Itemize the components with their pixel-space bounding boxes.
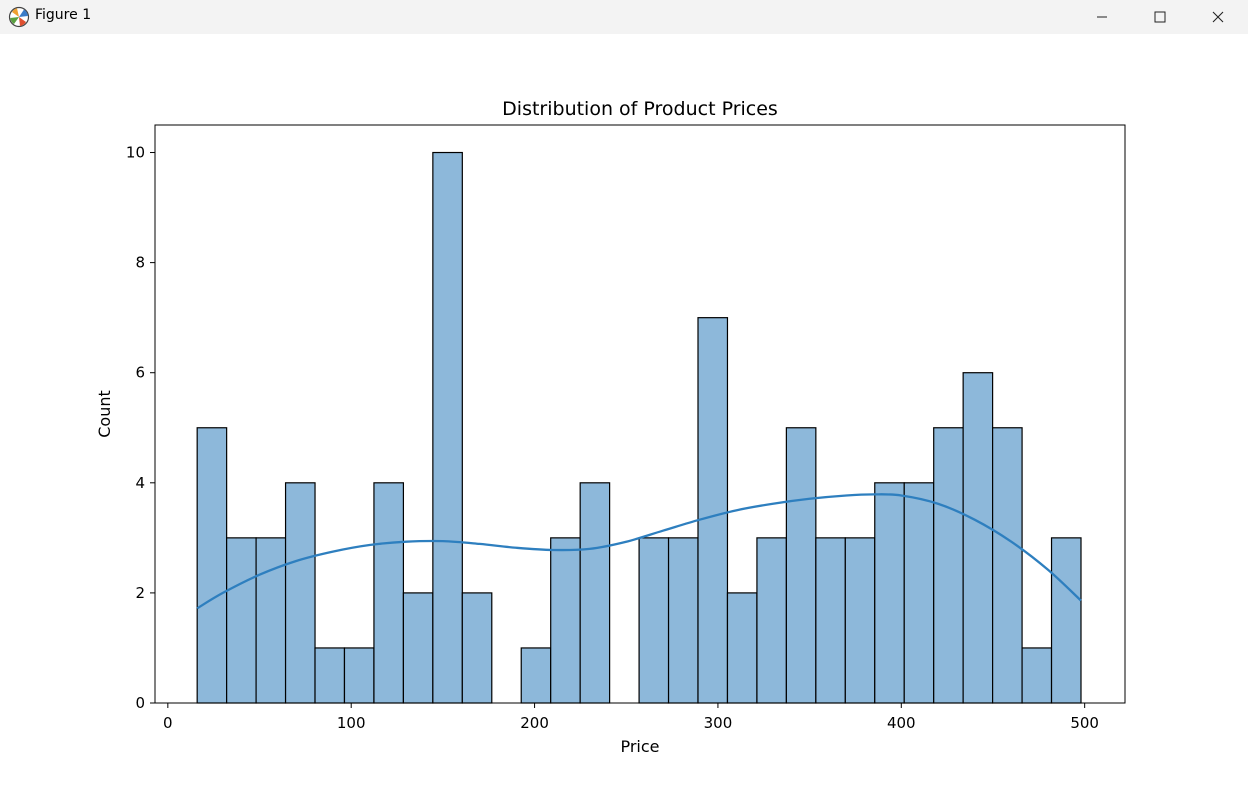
histogram-bar (726, 592, 758, 704)
histogram-bar (874, 482, 905, 704)
close-button[interactable] (1189, 0, 1247, 34)
titlebar-edge (0, 34, 260, 35)
histogram-bar (1021, 647, 1053, 704)
chart-title: Distribution of Product Prices (502, 98, 778, 120)
histogram-chart: Distribution of Product Prices 0 100 200 30… (95, 98, 1126, 756)
minimize-icon (1097, 16, 1107, 18)
y-tick-label: 2 (135, 584, 145, 602)
y-axis-label: Count (95, 390, 114, 438)
close-icon (1212, 11, 1224, 23)
histogram-bars (196, 151, 1082, 704)
figure-canvas: Distribution of Product Prices 0 100 200 30… (0, 35, 1248, 784)
histogram-bar (1050, 537, 1082, 704)
x-tick-label: 200 (520, 714, 549, 732)
matplotlib-icon (8, 6, 30, 28)
y-tick-label: 10 (126, 144, 145, 162)
histogram-bar (785, 427, 817, 704)
histogram-bar (667, 537, 699, 704)
histogram-bar (226, 537, 257, 704)
histogram-bar (255, 537, 287, 704)
minimize-button[interactable] (1073, 0, 1131, 34)
histogram-bar (343, 647, 375, 704)
histogram-bar (756, 537, 787, 704)
histogram-bar (992, 427, 1023, 704)
histogram-bar (903, 482, 935, 704)
histogram-bar (520, 647, 552, 704)
histogram-bar (196, 427, 228, 704)
y-axis-ticks: 0 2 4 6 8 10 (126, 144, 155, 712)
histogram-bar (373, 482, 405, 704)
window-title: Figure 1 (35, 7, 92, 23)
histogram-bar (962, 372, 994, 704)
histogram-bar (550, 537, 581, 704)
histogram-bar (461, 592, 493, 704)
histogram-bar (284, 482, 316, 704)
histogram-bar (844, 537, 876, 704)
kde-curve (196, 493, 1082, 610)
x-tick-label: 100 (337, 714, 366, 732)
y-tick-label: 0 (135, 694, 145, 712)
x-tick-label: 300 (704, 714, 733, 732)
histogram-bar (933, 427, 964, 704)
window-titlebar: Figure 1 (0, 0, 1248, 34)
histogram-bar (402, 592, 434, 704)
y-tick-label: 6 (135, 364, 145, 382)
histogram-bar (815, 537, 846, 704)
axes-frame (154, 124, 1126, 704)
histogram-bar (579, 482, 611, 704)
x-tick-label: 0 (163, 714, 173, 732)
y-tick-label: 8 (135, 254, 145, 272)
x-axis-label: Price (620, 737, 659, 756)
maximize-icon (1154, 11, 1166, 23)
x-axis-ticks: 0 100 200 300 400 500 (163, 703, 1099, 732)
histogram-bar (432, 151, 463, 704)
x-tick-label: 500 (1070, 714, 1099, 732)
x-tick-label: 400 (887, 714, 916, 732)
y-tick-label: 4 (135, 474, 145, 492)
histogram-bar (697, 317, 729, 704)
maximize-button[interactable] (1131, 0, 1189, 34)
histogram-bar (314, 647, 346, 704)
histogram-bar (638, 537, 670, 704)
